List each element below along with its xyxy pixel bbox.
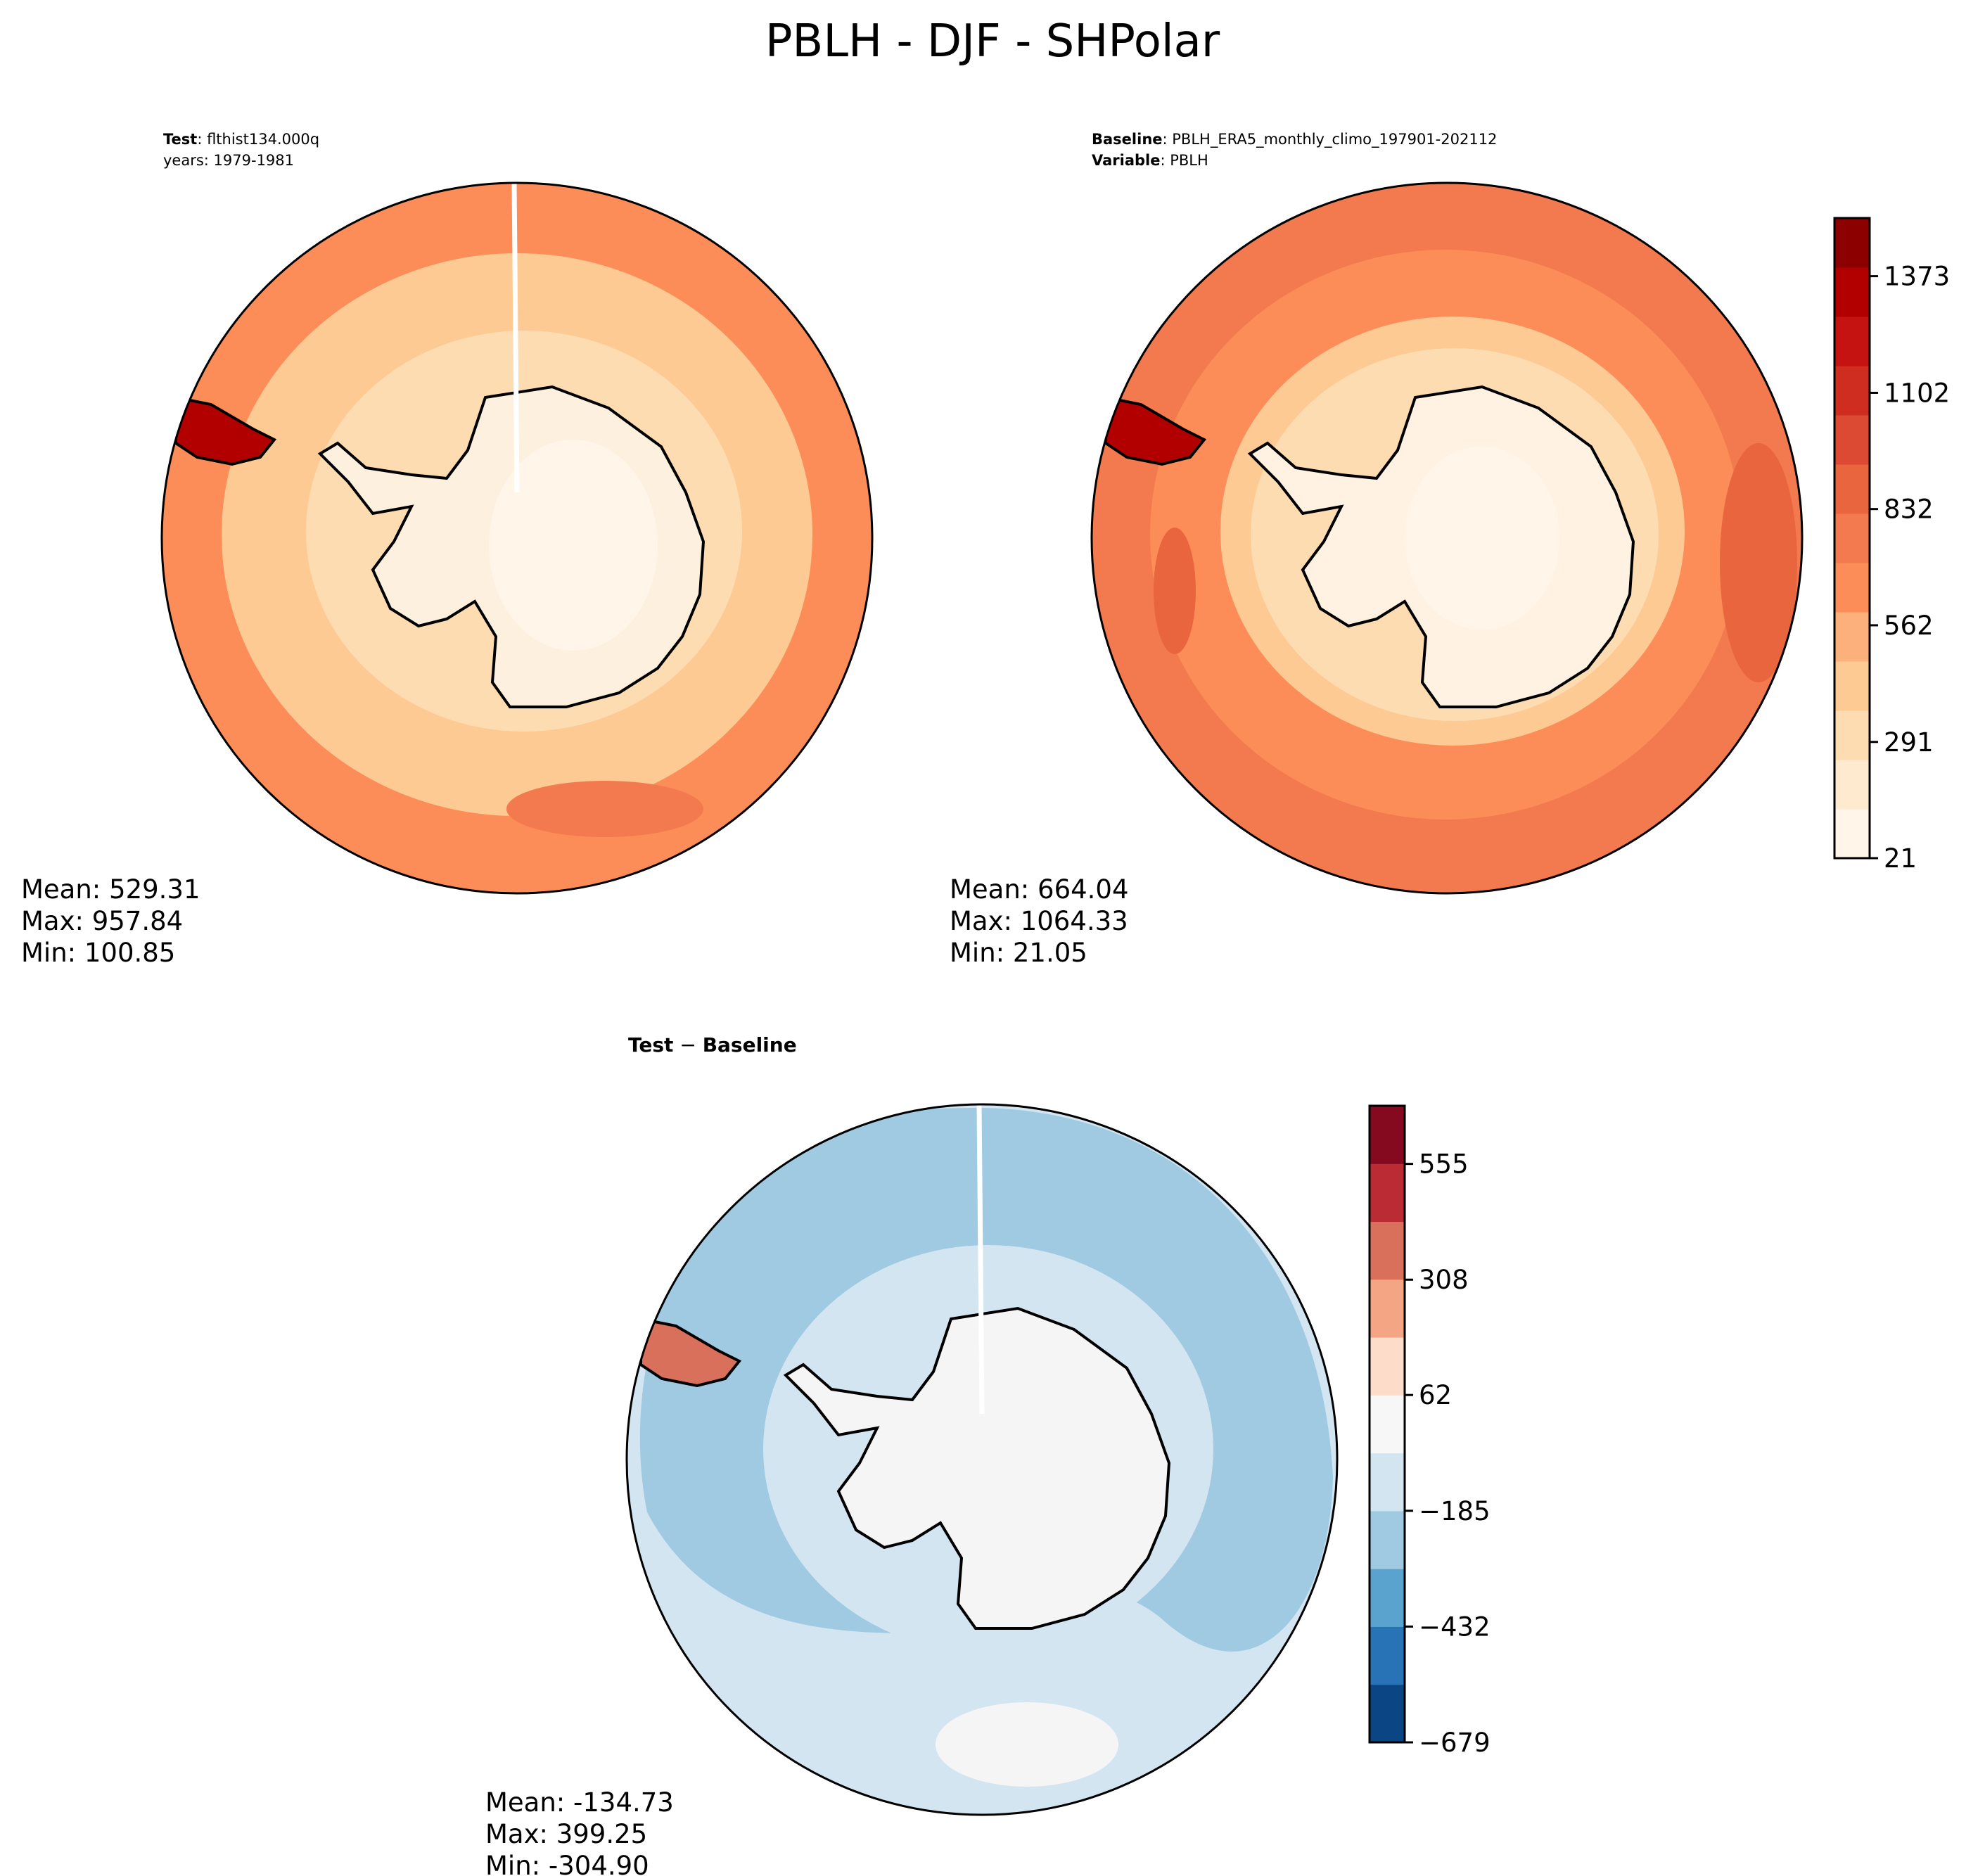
diff-map-boundary <box>625 1103 1339 1816</box>
diff-colorbar-tick-label: 555 <box>1419 1149 1469 1180</box>
baseline-colorbar-segment <box>1834 661 1870 711</box>
diff-header-test: Test <box>628 1033 673 1057</box>
baseline-colorbar-segment <box>1834 415 1870 465</box>
baseline-colorbar-frame <box>1833 217 1871 860</box>
baseline-colorbar-tick-label: 1373 <box>1884 262 1950 292</box>
diff-colorbar-tick-label: 62 <box>1419 1380 1452 1410</box>
test-header-value: : flthist134.000q <box>197 131 319 148</box>
diff-colorbar-segment <box>1370 1453 1405 1512</box>
baseline-stat-max: Max: 1064.33 <box>950 906 1128 936</box>
figure-title: PBLH - DJF - SHPolar <box>765 15 1220 68</box>
diff-colorbar-segment <box>1370 1395 1405 1454</box>
baseline-variable-value: : PBLH <box>1160 152 1208 169</box>
diff-colorbar-frame <box>1368 1104 1406 1744</box>
diff-stat-max: Max: 399.25 <box>485 1819 647 1849</box>
diff-colorbar-segment <box>1370 1279 1405 1338</box>
diff-colorbar-segment <box>1370 1221 1405 1280</box>
diff-colorbar-tick-label: −679 <box>1419 1728 1491 1758</box>
baseline-colorbar-segment <box>1834 760 1870 810</box>
test-map-patch <box>506 781 703 837</box>
baseline-colorbar-segment <box>1834 612 1870 662</box>
baseline-map <box>1092 183 1802 893</box>
baseline-colorbar: 21 291 562 832 1102 1373 <box>1833 217 1950 874</box>
baseline-colorbar-tick-label: 562 <box>1884 611 1934 641</box>
diff-stat-min: Min: -304.90 <box>485 1851 649 1876</box>
diff-colorbar-segment <box>1370 1684 1405 1743</box>
baseline-header-label: Baseline <box>1092 131 1163 148</box>
baseline-stat-min: Min: 21.05 <box>950 938 1087 968</box>
test-header-years: years: 1979-1981 <box>163 152 294 169</box>
baseline-map-south-america <box>1104 395 1207 466</box>
diff-colorbar-segment <box>1370 1626 1405 1685</box>
diff-map-south-america <box>639 1317 742 1388</box>
test-stat-min: Min: 100.85 <box>21 938 175 968</box>
test-map-south-america <box>174 395 277 466</box>
diff-stat-mean: Mean: -134.73 <box>485 1787 674 1818</box>
diff-colorbar-tick-label: −432 <box>1419 1612 1491 1642</box>
baseline-colorbar-tick-label: 291 <box>1884 727 1934 758</box>
baseline-colorbar-segment <box>1834 464 1870 514</box>
diff-colorbar-segment <box>1370 1337 1405 1396</box>
diff-colorbar-segment <box>1370 1510 1405 1569</box>
diff-map <box>627 1104 1337 1815</box>
diff-map-positive <box>936 1702 1118 1787</box>
diff-colorbar-tick-label: 308 <box>1419 1265 1469 1295</box>
test-stat-max: Max: 957.84 <box>21 906 183 936</box>
diff-colorbar: −679 −432 −185 62 308 555 <box>1368 1104 1491 1758</box>
diff-colorbar-segment <box>1370 1569 1405 1627</box>
test-map-plateau <box>489 440 658 651</box>
diff-header-baseline: Baseline <box>703 1033 797 1057</box>
diff-header-minus: − <box>673 1033 702 1057</box>
test-map-boundary <box>160 181 874 895</box>
baseline-colorbar-tick-label: 1102 <box>1884 378 1950 408</box>
test-header: Test: flthist134.000q <box>163 131 319 148</box>
baseline-stat-mean: Mean: 664.04 <box>950 874 1129 905</box>
baseline-map-patch-2 <box>1154 528 1196 654</box>
baseline-variable: Variable: PBLH <box>1092 152 1208 169</box>
baseline-colorbar-tick-label: 21 <box>1884 843 1917 874</box>
baseline-header: Baseline: PBLH_ERA5_monthly_climo_197901… <box>1092 131 1497 148</box>
diff-header: Test − Baseline <box>628 1033 797 1057</box>
baseline-colorbar-segment <box>1834 513 1870 563</box>
panel-baseline: Baseline: PBLH_ERA5_monthly_climo_197901… <box>950 131 1950 968</box>
test-header-label: Test <box>163 131 197 148</box>
panel-test: Test: flthist134.000q years: 1979-1981 M… <box>21 131 874 968</box>
baseline-colorbar-segment <box>1834 218 1870 268</box>
diff-colorbar-segment <box>1370 1106 1405 1164</box>
test-map-seam <box>511 183 520 493</box>
baseline-map-boundary <box>1090 181 1804 895</box>
baseline-colorbar-segment <box>1834 267 1870 317</box>
test-map <box>162 183 872 893</box>
baseline-colorbar-segment <box>1834 317 1870 366</box>
diff-colorbar-segment <box>1370 1163 1405 1223</box>
baseline-map-patch <box>1720 443 1797 682</box>
baseline-variable-label: Variable <box>1092 152 1160 169</box>
baseline-colorbar-segment <box>1834 809 1870 859</box>
baseline-colorbar-tick-label: 832 <box>1884 494 1934 525</box>
baseline-colorbar-segment <box>1834 710 1870 760</box>
baseline-map-plateau <box>1405 447 1559 630</box>
test-stat-mean: Mean: 529.31 <box>21 874 200 905</box>
baseline-colorbar-segment <box>1834 366 1870 416</box>
panel-diff: Test − Baseline Mean: -134.73 Max: 399.2… <box>485 1033 1491 1876</box>
baseline-header-value: : PBLH_ERA5_monthly_climo_197901-202112 <box>1163 131 1498 148</box>
baseline-colorbar-segment <box>1834 563 1870 613</box>
diff-colorbar-tick-label: −185 <box>1419 1496 1491 1526</box>
diff-map-seam <box>976 1104 985 1415</box>
